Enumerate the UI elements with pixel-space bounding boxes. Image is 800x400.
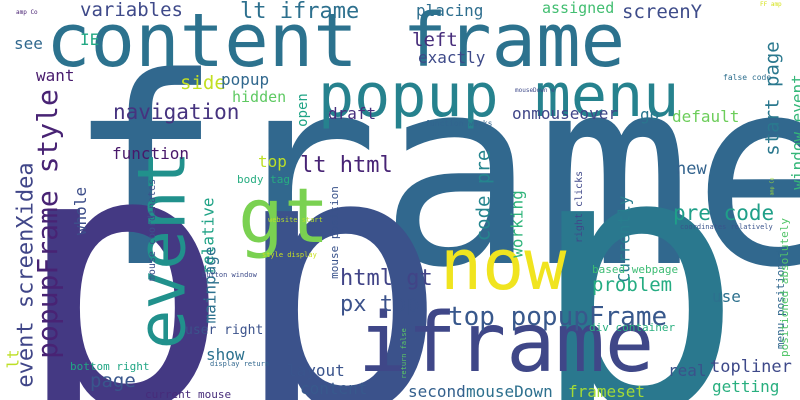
word-mouse-position: mouse position bbox=[327, 186, 341, 279]
word-window-event: window event bbox=[787, 74, 800, 190]
word-start-page: start page bbox=[761, 41, 784, 156]
word-see: see bbox=[14, 34, 43, 53]
word-show: show bbox=[206, 345, 245, 364]
word-iframe: iframe bbox=[358, 296, 655, 391]
word-topliner: topliner bbox=[710, 357, 792, 377]
word-side: side bbox=[180, 72, 226, 94]
word-frameset: frameset bbox=[568, 382, 646, 400]
word-exactly: exactly bbox=[418, 48, 486, 67]
word-pre-code: pre code bbox=[673, 201, 775, 225]
word-left: left bbox=[412, 29, 458, 51]
word-assigned: assigned bbox=[542, 0, 615, 17]
word-variables: variables bbox=[80, 0, 183, 21]
word-website-start: website start bbox=[268, 216, 323, 224]
word-working: working bbox=[507, 190, 527, 258]
word-lt: lt bbox=[3, 349, 23, 369]
word-content: content bbox=[300, 379, 368, 398]
word-real: real bbox=[668, 361, 707, 380]
word-now: now bbox=[440, 224, 567, 306]
word-event: event bbox=[123, 150, 201, 350]
word-coordinates-relatively: coordinates relatively bbox=[680, 223, 773, 231]
word-mousedown-e: mouseDown e bbox=[515, 87, 555, 94]
word-screeny: screenY bbox=[622, 1, 703, 23]
word-content-frame: content frame bbox=[46, 0, 626, 84]
word-onmouseover: onmouseover bbox=[512, 104, 618, 123]
word-getting: getting bbox=[712, 377, 780, 396]
word-p-left: p bbox=[14, 72, 231, 400]
word-top-popupframe: top popupFrame bbox=[448, 302, 668, 332]
word-second: second bbox=[408, 382, 466, 400]
word-positioned-absolutely: positioned absolutely bbox=[778, 217, 792, 358]
word-navigation: navigation bbox=[113, 100, 240, 124]
word-code-pre: code pre bbox=[472, 149, 495, 242]
word-p-right: p bbox=[528, 74, 745, 400]
word-display-return: display return bbox=[210, 360, 270, 368]
word-amp-co: amp Co bbox=[16, 9, 38, 16]
word-want: want bbox=[36, 66, 75, 85]
word-use: use bbox=[712, 287, 741, 306]
word-mouse-coordinates: mouse coordinates bbox=[147, 178, 159, 282]
word-function-works: function works bbox=[425, 119, 493, 128]
word-placing: placing bbox=[416, 1, 484, 20]
word-return-false: return false bbox=[399, 328, 408, 379]
word-bottom-right: bottom right bbox=[70, 360, 150, 373]
word-go: go bbox=[640, 105, 660, 124]
word-mainpage: mainpage bbox=[200, 246, 220, 324]
word-popup-menu: popup menu bbox=[318, 61, 680, 131]
word-px-top: px top bbox=[340, 292, 420, 317]
word-false-code: false code bbox=[723, 73, 772, 82]
word-body-tag: body tag bbox=[237, 173, 290, 186]
word-whole: whole bbox=[71, 186, 91, 236]
word-p-center: p bbox=[232, 74, 449, 400]
word-default: default bbox=[672, 107, 740, 126]
word-gt: gt bbox=[238, 171, 330, 260]
word-div-container: div container bbox=[589, 321, 676, 334]
word-draft: draft bbox=[328, 104, 377, 123]
word-ff-amp: FF amp bbox=[760, 1, 782, 8]
word-current-mouse: current mouse bbox=[145, 388, 232, 400]
word-open: open bbox=[294, 93, 311, 127]
word-page: page bbox=[90, 370, 136, 392]
word-popup: popup bbox=[221, 70, 270, 89]
word-style-display: style display bbox=[262, 251, 317, 259]
word-mousedown: mouseDown bbox=[466, 382, 553, 400]
word-html-gt: html gt bbox=[340, 266, 433, 291]
word-lt-iframe: lt iframe bbox=[240, 0, 360, 24]
word-user-right: user right bbox=[185, 323, 264, 338]
word-top: top bbox=[258, 152, 287, 171]
word-problem: problem bbox=[592, 274, 673, 296]
word-based-webpage: based webpage bbox=[592, 263, 679, 276]
word-right-clicks: right clicks bbox=[574, 170, 586, 244]
word-function: function bbox=[112, 144, 190, 163]
word-hidden: hidden bbox=[232, 88, 287, 106]
word-layout: layout bbox=[287, 361, 345, 380]
word-ie: IE bbox=[80, 30, 100, 49]
word-button-window: button window bbox=[202, 271, 257, 279]
word-frame: frame bbox=[66, 23, 800, 325]
word-lt-html: lt html bbox=[300, 153, 393, 178]
word-new: new bbox=[676, 159, 707, 179]
word-amp-co-small: amp Co bbox=[769, 177, 776, 196]
